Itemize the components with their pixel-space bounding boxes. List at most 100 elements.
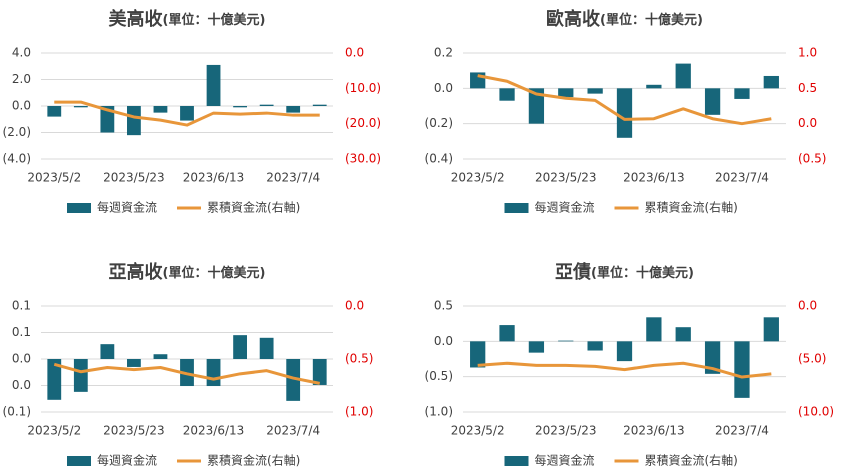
legend-swatch [67,203,91,213]
y-tick-label: (1.0) [425,405,453,419]
chart: 亞債(單位：十億美元) 0.5 0.0 (0.5) (1.0) 0.0 (5.0) (10.0… [425,261,835,468]
bar [153,106,168,113]
x-tick-label: 2023/5/23 [535,171,597,185]
bar [73,106,88,108]
y-tick-label: 0.5 [434,299,453,313]
bar [558,340,574,342]
bar [704,341,721,374]
y2-tick-label: 0.5 [798,81,817,95]
chart-title: 歐高收(單位：十億美元) [546,8,703,30]
y2-tick-label: 0.0 [798,116,817,130]
bar [286,359,301,401]
bar [734,341,750,398]
bar [180,106,194,121]
x-tick-label: 2023/6/13 [183,424,245,438]
bar [100,344,115,359]
legend-swatch [504,203,529,213]
chart-title: 亞債(單位：十億美元) [555,261,694,283]
legend-label: 累積資金流(右軸) [645,453,738,468]
bar [646,84,662,89]
chart: 歐高收(單位：十億美元) 0.2 0.0 (0.2) (0.4) 1.0 0.5 0.0 (0.… [425,8,827,215]
y-tick-label: (0.1) [3,405,31,419]
bar [286,106,301,113]
x-tick-label: 2023/7/4 [266,171,320,185]
bar [499,88,515,101]
bar [763,317,779,342]
y-tick-label: (4.0) [3,152,31,166]
chart: 亞高收(單位：十億美元) 0.1 0.1 0.0 0.0 (0.1) 0.0 (0.5) (1.… [3,261,374,468]
x-tick-label: 2023/7/4 [266,424,320,438]
bar [233,106,247,108]
y2-tick-label: (1.0) [345,405,373,419]
title-main: 亞債 [555,261,591,283]
bar [73,359,88,392]
y2-tick-label: (0.5) [798,152,826,166]
x-tick-label: 2023/7/4 [715,171,769,185]
legend-label: 每週資金流 [535,453,595,468]
bar [499,325,515,342]
y2-tick-label: 0.0 [345,46,364,60]
bar [528,341,545,353]
x-tick-label: 2023/5/2 [27,424,81,438]
bar [587,341,603,351]
y-tick-label: 2.0 [12,72,31,86]
legend-label: 每週資金流 [97,453,157,468]
bar [734,88,750,99]
title-main: 亞高收 [109,261,163,283]
bar [47,359,62,400]
line [477,361,772,379]
y-tick-label: 0.0 [12,378,31,392]
bar [312,359,327,385]
bar [206,64,221,106]
y-tick-label: 0.0 [434,81,453,95]
y-tick-label: (0.2) [425,116,453,130]
y2-tick-label: 0.0 [345,299,364,313]
legend-label: 每週資金流 [535,200,595,215]
y2-tick-label: (10.0) [798,405,834,419]
bar [233,335,247,359]
title-unit: (單位：十億美元) [163,265,266,281]
bar [528,88,545,124]
line [477,74,772,126]
line [53,362,321,385]
title-main: 歐高收 [546,8,600,30]
chart: 美高收(單位：十億美元) 4.0 2.0 0.0 (2.0) (4.0) 0.0 (10.0)… [3,8,382,215]
bar [259,337,274,359]
bar [558,88,574,98]
x-tick-label: 2023/6/13 [623,424,685,438]
y-tick-label: 0.0 [12,352,31,366]
bar [153,354,168,359]
y2-tick-label: (20.0) [345,116,381,130]
bar [616,88,633,138]
title-main: 美高收 [109,8,163,30]
bar [312,104,327,106]
x-tick-label: 2023/5/2 [451,171,505,185]
y2-tick-label: (10.0) [345,81,381,95]
y-tick-label: (0.4) [425,152,453,166]
x-tick-label: 2023/5/23 [103,424,165,438]
bar [259,104,274,106]
chart-title: 美高收(單位：十億美元) [109,8,266,30]
title-unit: (單位：十億美元) [163,12,266,28]
legend-swatch [67,456,91,466]
legend-label: 累積資金流(右軸) [645,200,738,215]
bar [100,106,115,133]
bar [675,327,691,342]
y-tick-label: (2.0) [3,125,31,139]
legend-label: 每週資金流 [97,200,157,215]
chart-title: 亞高收(單位：十億美元) [109,261,266,283]
x-tick-label: 2023/6/13 [183,171,245,185]
y2-tick-label: (5.0) [798,352,826,366]
bar [587,88,603,94]
y-tick-label: 4.0 [12,46,31,60]
y2-tick-label: (30.0) [345,152,381,166]
x-tick-label: 2023/7/4 [715,424,769,438]
y-tick-label: 0.0 [434,334,453,348]
bar [616,341,633,362]
legend-label: 累積資金流(右軸) [207,453,300,468]
title-unit: (單位：十億美元) [591,265,694,281]
y-tick-label: 0.2 [434,46,453,60]
legend-swatch [504,456,529,466]
